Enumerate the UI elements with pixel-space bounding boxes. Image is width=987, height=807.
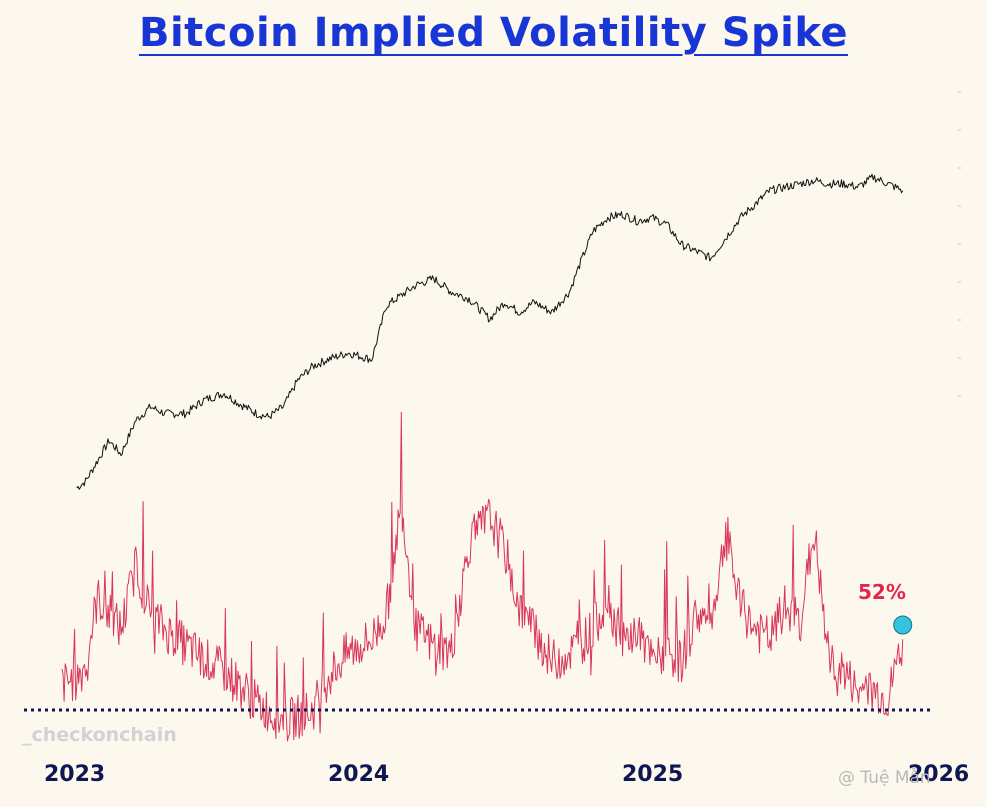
price-line <box>76 173 904 490</box>
source-credit: _checkonchain <box>22 724 177 746</box>
chart-title: Bitcoin Implied Volatility Spike <box>138 10 849 56</box>
x-tick-2026: 2026 <box>908 762 970 787</box>
x-tick-2025: 2025 <box>622 762 684 787</box>
latest-volatility-marker <box>893 615 913 635</box>
x-tick-2023: 2023 <box>44 762 106 787</box>
volatility-line <box>61 412 904 742</box>
watermark: @ Tuệ Mẫn <box>838 768 931 788</box>
annotation-52-percent: 52% <box>858 580 906 604</box>
x-tick-2024: 2024 <box>328 762 390 787</box>
